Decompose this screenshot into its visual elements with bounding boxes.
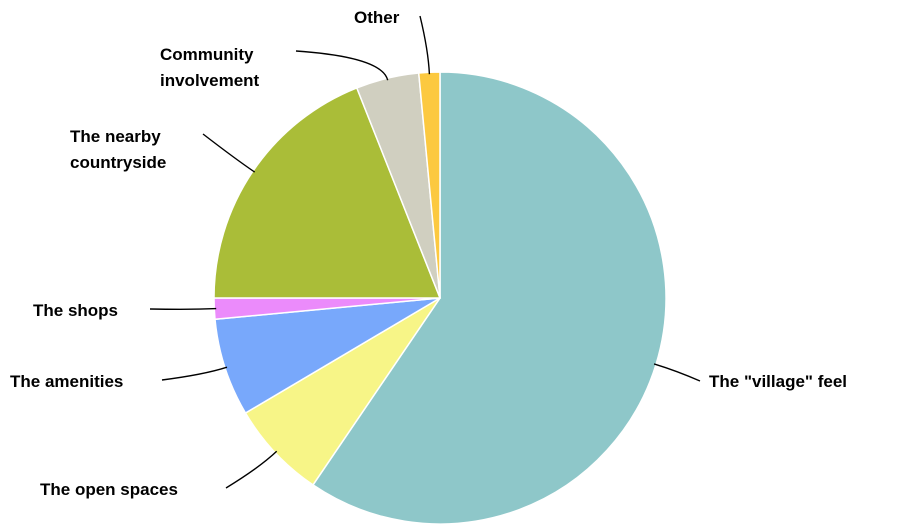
leader-line-3: [149, 307, 217, 310]
label-nearby-countryside-line-2: countryside: [70, 153, 166, 172]
leader-line-0: [653, 363, 701, 382]
pie-slices: [213, 71, 667, 525]
label-nearby-countryside-line-1: The nearby: [70, 127, 161, 146]
label-community-involvement: Community involvement: [160, 45, 260, 90]
label-other: Other: [354, 8, 400, 27]
label-community-involvement-line-2: involvement: [160, 71, 260, 90]
leader-line-6: [419, 15, 431, 75]
leader-line-5: [295, 50, 389, 81]
label-open-spaces: The open spaces: [40, 480, 178, 499]
label-nearby-countryside: The nearby countryside: [70, 127, 166, 172]
label-amenities: The amenities: [10, 372, 123, 391]
leader-line-2: [161, 366, 228, 381]
leader-line-4: [202, 133, 256, 173]
label-shops: The shops: [33, 301, 118, 320]
label-village-feel: The "village" feel: [709, 372, 847, 391]
leader-line-1: [225, 450, 278, 489]
leader-lines: [149, 15, 701, 489]
label-community-involvement-line-1: Community: [160, 45, 254, 64]
